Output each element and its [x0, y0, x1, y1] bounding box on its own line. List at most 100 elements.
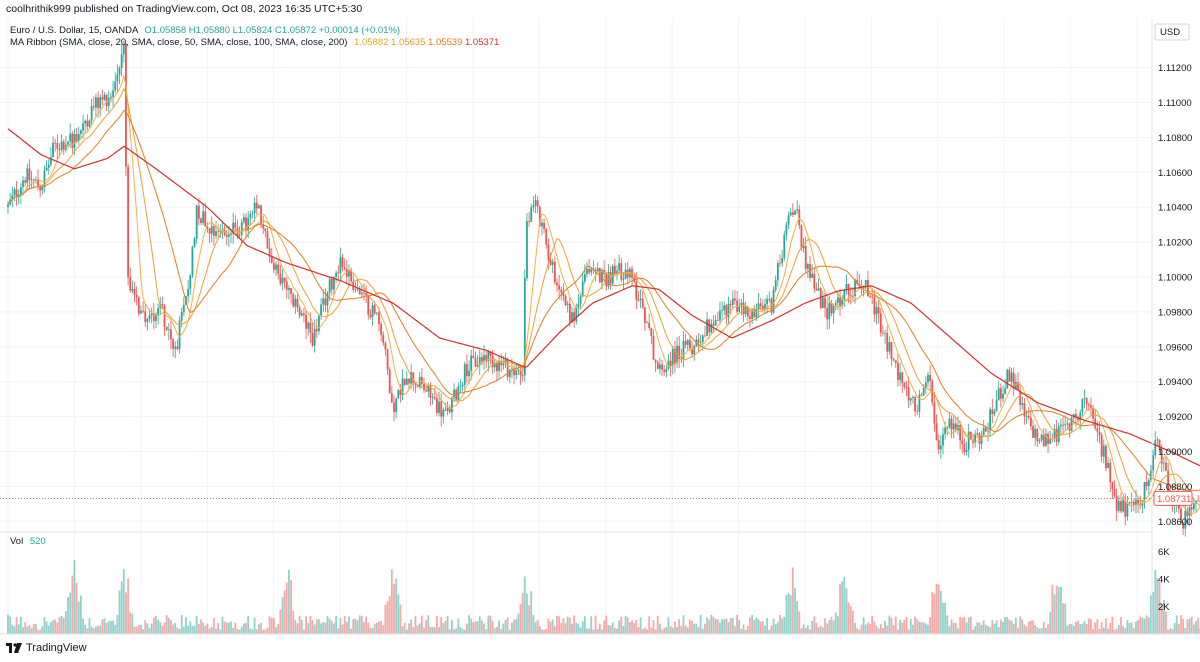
volume-bar	[34, 623, 37, 634]
candle-body	[708, 319, 711, 333]
last-price-label: 1.08731	[1157, 494, 1191, 505]
price-tick-label: 1.09800	[1158, 307, 1192, 318]
candle-body	[146, 319, 149, 322]
candle-body	[470, 355, 473, 371]
candle-body	[506, 359, 509, 377]
volume-bar	[1060, 586, 1062, 634]
candle-body	[493, 363, 496, 368]
candle-body	[17, 194, 20, 197]
volume-bar	[551, 619, 554, 634]
candle-body	[356, 288, 359, 290]
volume-bar	[1158, 582, 1161, 634]
volume-bar	[796, 601, 799, 634]
candle-body	[429, 385, 432, 398]
volume-bar	[131, 613, 134, 634]
low-value: L1.05824	[232, 25, 273, 36]
volume-bar	[24, 622, 27, 634]
volume-bar	[360, 616, 363, 634]
candle-body	[843, 289, 846, 300]
volume-bar	[562, 618, 565, 634]
candle-body	[62, 141, 65, 150]
currency-box[interactable]	[1154, 23, 1190, 41]
volume-bar	[746, 625, 749, 634]
candle-body	[1090, 405, 1092, 409]
candle-body	[1124, 499, 1127, 517]
volume-bar	[37, 629, 39, 634]
volume-bar	[491, 621, 494, 634]
candle-body	[643, 307, 646, 323]
volume-bar	[952, 622, 955, 634]
candle-body	[989, 409, 992, 431]
candle-body	[56, 142, 59, 150]
volume-bar	[553, 626, 556, 634]
candle-body	[661, 364, 663, 370]
candle-body	[1006, 369, 1009, 389]
ma-ribbon-legend[interactable]: MA Ribbon (SMA, close, 20, SMA, close, 5…	[10, 37, 499, 49]
candle-body	[832, 305, 835, 314]
candle-body	[1087, 404, 1090, 406]
volume-bar	[1062, 603, 1064, 634]
volume-bar	[729, 618, 732, 634]
tradingview-logo[interactable]: TradingView	[6, 642, 87, 654]
price-tick-label: 1.10600	[1158, 168, 1192, 179]
volume-bar	[11, 624, 14, 634]
last-price-tag[interactable]	[1153, 490, 1193, 506]
volume-bar	[798, 611, 801, 634]
volume-bar	[152, 617, 155, 634]
candle-body	[155, 314, 157, 322]
price-chart[interactable]: 1.08600 1.08800 1.09000 1.09200 1.09400 1.096…	[0, 18, 1200, 640]
volume-bar	[99, 625, 102, 634]
volume-bar	[858, 629, 861, 634]
volume-bar	[903, 619, 906, 634]
volume-bar	[343, 615, 346, 634]
volume-bar	[435, 615, 438, 634]
candle-body	[1180, 508, 1182, 523]
volume-bar	[519, 604, 522, 634]
symbol-legend[interactable]: Euro / U.S. Dollar, 15, OANDA O1.05858 H…	[10, 25, 400, 37]
volume-bar	[9, 616, 12, 634]
candle-body	[165, 326, 168, 330]
candle-body	[97, 97, 99, 109]
volume-bar	[67, 597, 69, 634]
volume-bar	[751, 615, 754, 634]
volume-bar	[253, 617, 256, 634]
candle-body	[290, 288, 292, 295]
volume-legend[interactable]: Vol 520	[10, 536, 46, 548]
volume-bar	[1064, 603, 1067, 634]
volume-bar	[401, 626, 404, 634]
candle-body	[431, 396, 434, 398]
volume-bar	[311, 619, 314, 634]
volume-bar	[864, 624, 867, 634]
candle-body	[1021, 403, 1024, 406]
volume-bar	[354, 618, 357, 634]
volume-bar	[84, 624, 87, 634]
candle-body	[974, 433, 977, 443]
candle-body	[517, 369, 520, 371]
volume-bar	[693, 623, 696, 634]
candle-body	[819, 288, 822, 308]
volume-bar	[240, 626, 243, 634]
candle-body	[598, 268, 601, 283]
candle-body	[671, 348, 674, 367]
volume-bar	[521, 592, 524, 634]
volume-bar	[984, 624, 987, 634]
volume-bar	[590, 616, 593, 634]
candle-body	[978, 433, 981, 444]
time-tick-label: 4	[470, 639, 475, 640]
volume-bar	[193, 625, 196, 634]
volume-bar	[669, 626, 672, 634]
candle-body	[616, 270, 618, 274]
candle-body	[571, 312, 573, 323]
volume-bar	[174, 622, 177, 634]
candle-body	[255, 202, 258, 209]
candle-body	[82, 123, 84, 131]
volume-bar	[73, 560, 76, 634]
volume-bar	[77, 601, 80, 634]
volume-bar	[1038, 628, 1041, 634]
volume-bar	[783, 616, 786, 634]
volume-bar	[172, 624, 175, 634]
volume-bar	[427, 615, 430, 634]
candle-body	[594, 270, 597, 272]
volume-bar	[843, 576, 846, 634]
volume-tick-label: 4K	[1158, 575, 1170, 586]
